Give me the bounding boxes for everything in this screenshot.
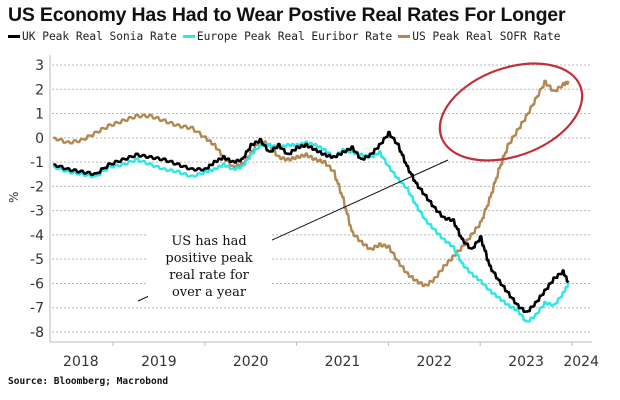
source-note: Source: Bloomberg; Macrobond <box>8 376 169 387</box>
legend: UK Peak Real Sonia Rate Europe Peak Real… <box>8 30 566 43</box>
y-tick-label: -5 <box>30 252 44 268</box>
y-tick-label: -3 <box>30 204 44 220</box>
x-tick-label: 2021 <box>325 354 361 370</box>
x-tick-label: 2019 <box>141 354 177 370</box>
x-tick-label: 2020 <box>233 354 269 370</box>
series-lines <box>53 79 570 323</box>
chart-title: US Economy Has Had to Wear Postive Real … <box>8 4 566 26</box>
annotation-background <box>148 231 272 303</box>
legend-label-europe: Europe Peak Real Euribor Rate <box>196 30 393 43</box>
y-tick-label: -6 <box>30 276 44 292</box>
legend-item-europe: Europe Peak Real Euribor Rate <box>182 30 393 43</box>
legend-swatch-uk <box>8 35 20 38</box>
y-tick-label: -2 <box>30 179 44 195</box>
annotation: US has had positive peak real rate for o… <box>148 231 272 303</box>
x-tick-label: 2022 <box>416 354 452 370</box>
annotation-line-1: US has had <box>171 234 246 249</box>
gridlines <box>52 64 592 333</box>
series-line-us <box>53 79 570 288</box>
series-line-uk <box>53 130 570 313</box>
y-tick-label: 3 <box>35 58 44 74</box>
annotation-line-4: over a year <box>172 285 247 300</box>
y-tick-label: -1 <box>30 155 44 171</box>
legend-item-uk: UK Peak Real Sonia Rate <box>8 30 177 43</box>
y-tick-label: -7 <box>30 301 44 317</box>
y-tick-label: -8 <box>30 325 44 341</box>
y-tick-labels: 3 2 1 0 -1 -2 -3 -4 -5 -6 -7 -8 <box>30 58 44 341</box>
x-tick-label: 2018 <box>63 354 99 370</box>
legend-swatch-europe <box>182 35 195 38</box>
legend-label-uk: UK Peak Real Sonia Rate <box>22 30 177 43</box>
y-tick-label: 0 <box>35 131 44 147</box>
legend-label-us: US Peak Real SOFR Rate <box>412 30 561 43</box>
x-tick-labels: 2018 2019 2020 2021 2022 2023 2024 <box>63 354 599 370</box>
y-tick-label: -4 <box>30 228 44 244</box>
annotation-line-2: positive peak <box>165 251 252 266</box>
x-tick-label: 2024 <box>563 354 599 370</box>
series-line-europe <box>53 140 570 323</box>
y-axis-label: % <box>7 192 21 203</box>
annotation-line-3: real rate for <box>169 268 250 283</box>
y-tick-label: 2 <box>35 82 44 98</box>
x-tick-label: 2023 <box>508 354 544 370</box>
axes <box>49 55 592 346</box>
legend-swatch-us <box>398 35 411 38</box>
legend-item-us: US Peak Real SOFR Rate <box>398 30 560 43</box>
highlight-ellipse <box>438 62 584 162</box>
y-tick-label: 1 <box>35 107 44 123</box>
